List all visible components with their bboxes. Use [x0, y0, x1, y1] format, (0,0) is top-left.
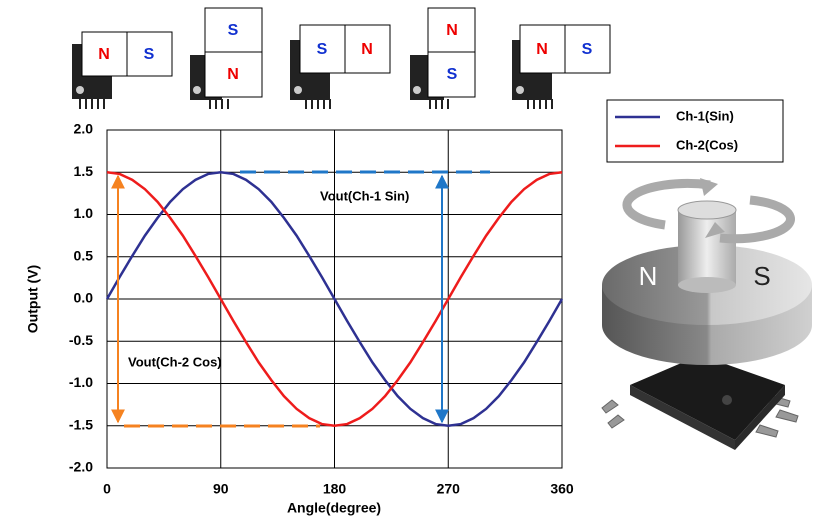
series-lines — [105, 170, 564, 428]
x-axis-label: Angle(degree) — [287, 500, 381, 516]
legend-label: Ch-2(Cos) — [676, 137, 738, 152]
magnet-5: N S — [512, 24, 611, 109]
magnet-4: N S — [410, 7, 476, 109]
series-line — [105, 170, 564, 428]
y-axis-label: Output (V) — [25, 265, 41, 333]
x-tick-label: 90 — [213, 481, 229, 497]
disc-pole: N — [639, 261, 658, 291]
magnet-2: S N — [190, 7, 263, 109]
pole: N — [227, 66, 239, 83]
y-tick-label: 0.5 — [74, 247, 94, 263]
disc-pole: S — [753, 261, 770, 291]
y-tick-label: 0.0 — [74, 290, 94, 306]
pole: S — [144, 46, 155, 63]
annotation: Vout(Ch-2 Cos) — [128, 354, 222, 369]
legend-label: Ch-1(Sin) — [676, 108, 734, 123]
x-tick-label: 0 — [103, 481, 111, 497]
sensor-illustration: N S — [601, 178, 812, 450]
y-tick-label: 1.0 — [74, 205, 94, 221]
x-tick-label: 360 — [550, 481, 574, 497]
magnet-3: S N — [290, 24, 391, 109]
y-tick-label: 2.0 — [74, 121, 94, 137]
x-tick-label: 180 — [323, 481, 347, 497]
legend: Ch-1(Sin) Ch-2(Cos) — [606, 99, 784, 163]
series-line — [106, 171, 563, 428]
pole: S — [582, 41, 593, 58]
y-tick-label: -1.0 — [69, 374, 93, 390]
pole: S — [447, 66, 458, 83]
legend-box — [606, 99, 784, 163]
pole: N — [98, 46, 110, 63]
pole: S — [228, 22, 239, 39]
y-tick-label: -2.0 — [69, 459, 93, 475]
y-tick-label: -1.5 — [69, 416, 93, 432]
pole: N — [361, 41, 373, 58]
magnet-1: N S — [72, 31, 173, 109]
pole: N — [536, 41, 548, 58]
annotation: Vout(Ch-1 Sin) — [320, 188, 409, 203]
guides — [111, 170, 490, 428]
y-tick-label: 1.5 — [74, 163, 94, 179]
pole: S — [317, 41, 328, 58]
y-tick-label: -0.5 — [69, 332, 93, 348]
x-tick-label: 270 — [437, 481, 461, 497]
magnet-row: N S S N S N N S N S — [72, 7, 611, 109]
pole: N — [446, 22, 458, 39]
